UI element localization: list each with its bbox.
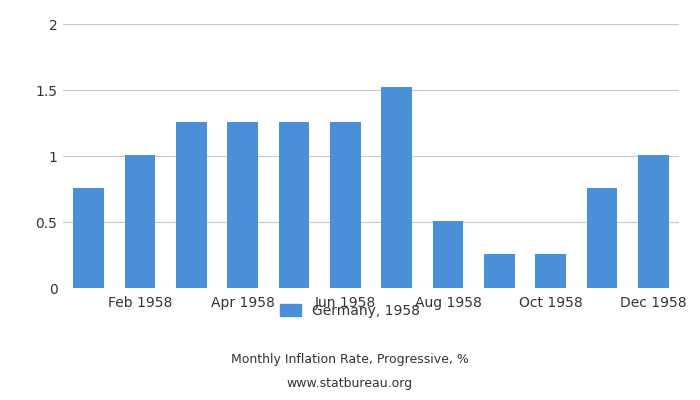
Bar [433, 221, 463, 288]
Bar [638, 155, 668, 288]
Bar [330, 122, 360, 288]
Text: Monthly Inflation Rate, Progressive, %: Monthly Inflation Rate, Progressive, % [231, 354, 469, 366]
Text: www.statbureau.org: www.statbureau.org [287, 378, 413, 390]
Bar [228, 122, 258, 288]
Bar [125, 155, 155, 288]
Bar [382, 87, 412, 288]
Bar [176, 122, 206, 288]
Bar [536, 254, 566, 288]
Bar [587, 188, 617, 288]
Bar [74, 188, 104, 288]
Bar [279, 122, 309, 288]
Legend: Germany, 1958: Germany, 1958 [274, 298, 426, 323]
Bar [484, 254, 514, 288]
